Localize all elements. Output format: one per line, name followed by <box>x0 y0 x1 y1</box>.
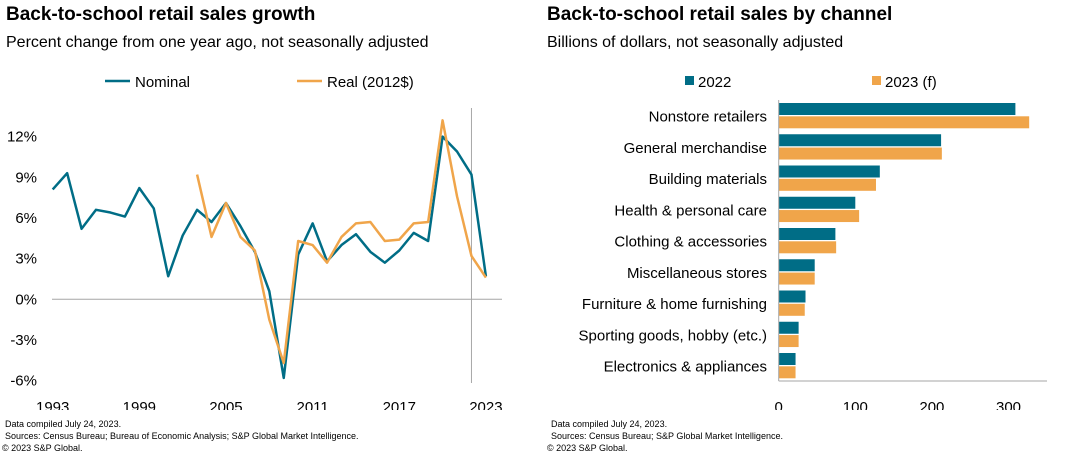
bar-2023 <box>778 366 796 379</box>
left-footer-sources: Sources: Census Bureau; Bureau of Econom… <box>5 431 359 441</box>
y-tick-label: 3% <box>15 251 37 268</box>
bar-2022 <box>778 290 806 303</box>
bar-2022 <box>778 321 799 334</box>
x-tick-label: 2005 <box>209 399 242 410</box>
left-footer-compiled: Data compiled July 24, 2023. <box>5 419 122 429</box>
y-tick-label: 9% <box>15 169 37 186</box>
left-chart-title: Back-to-school retail sales growth <box>6 4 316 25</box>
category-label: Health & personal care <box>614 202 767 219</box>
x-tick-label: 1999 <box>123 399 156 410</box>
x-tick-label: 0 <box>775 399 783 410</box>
right-chart-title: Back-to-school retail sales by channel <box>547 4 893 25</box>
right-footer-sources: Sources: Census Bureau; S&P Global Marke… <box>551 431 783 441</box>
x-tick-label: 1993 <box>36 399 69 410</box>
bar-2023 <box>778 272 815 285</box>
x-tick-label: 100 <box>843 399 868 410</box>
bar-2023 <box>778 178 876 191</box>
bar-2022 <box>778 165 880 178</box>
category-label: Sporting goods, hobby (etc.) <box>579 327 767 344</box>
legend-label: Nominal <box>135 74 190 91</box>
bar-2023 <box>778 147 942 160</box>
left-footer: Data compiled July 24, 2023. Sources: Ce… <box>2 418 359 454</box>
legend-swatch <box>685 76 694 85</box>
y-tick-label: 6% <box>15 210 37 227</box>
y-tick-label: 0% <box>15 291 37 308</box>
bar-2022 <box>778 259 815 272</box>
bar-2023 <box>778 241 837 254</box>
left-chart-subtitle: Percent change from one year ago, not se… <box>6 34 429 51</box>
y-tick-label: 12% <box>7 129 37 146</box>
category-label: Furniture & home furnishing <box>582 296 767 313</box>
growth-line-chart: -6% -3% 0% 3% 6% 9% 12% 1993 1999 2005 2011 2017 202… <box>7 74 503 410</box>
bar-2022 <box>778 134 942 147</box>
category-label: General merchandise <box>624 140 767 157</box>
right-footer-compiled: Data compiled July 24, 2023. <box>551 419 668 429</box>
bar-2023 <box>778 335 799 348</box>
bar-2023 <box>778 303 805 316</box>
x-tick-label: 2011 <box>296 399 328 410</box>
x-tick-label: 300 <box>996 399 1021 410</box>
legend-swatch <box>872 76 881 85</box>
bar-2022 <box>778 228 836 240</box>
x-tick-label: 2023 <box>469 399 502 410</box>
legend-label: 2022 <box>698 74 731 91</box>
right-footer: Data compiled July 24, 2023. Sources: Ce… <box>547 418 783 454</box>
left-footer-copyright: © 2023 S&P Global. <box>2 443 83 453</box>
category-label: Building materials <box>649 171 767 188</box>
y-tick-label: -3% <box>10 332 37 349</box>
bar-2023 <box>778 116 1030 129</box>
bar-2022 <box>778 353 796 365</box>
x-tick-label: 200 <box>919 399 944 410</box>
bar-2022 <box>778 196 856 209</box>
bar-2022 <box>778 103 1016 115</box>
category-label: Electronics & appliances <box>604 359 767 376</box>
legend-label: 2023 (f) <box>885 74 937 91</box>
category-label: Clothing & accessories <box>614 234 767 251</box>
right-chart-subtitle: Billions of dollars, not seasonally adju… <box>547 34 844 51</box>
category-label: Nonstore retailers <box>649 109 767 126</box>
bar-2023 <box>778 210 860 223</box>
y-tick-label: -6% <box>10 373 37 390</box>
x-tick-label: 2017 <box>383 399 416 410</box>
category-label: Miscellaneous stores <box>627 265 767 282</box>
legend-label: Real (2012$) <box>327 74 414 91</box>
right-footer-copyright: © 2023 S&P Global. <box>547 443 628 453</box>
channel-bar-chart: 0 100 200 300 Nonstore retailers General merc… <box>579 74 1047 410</box>
